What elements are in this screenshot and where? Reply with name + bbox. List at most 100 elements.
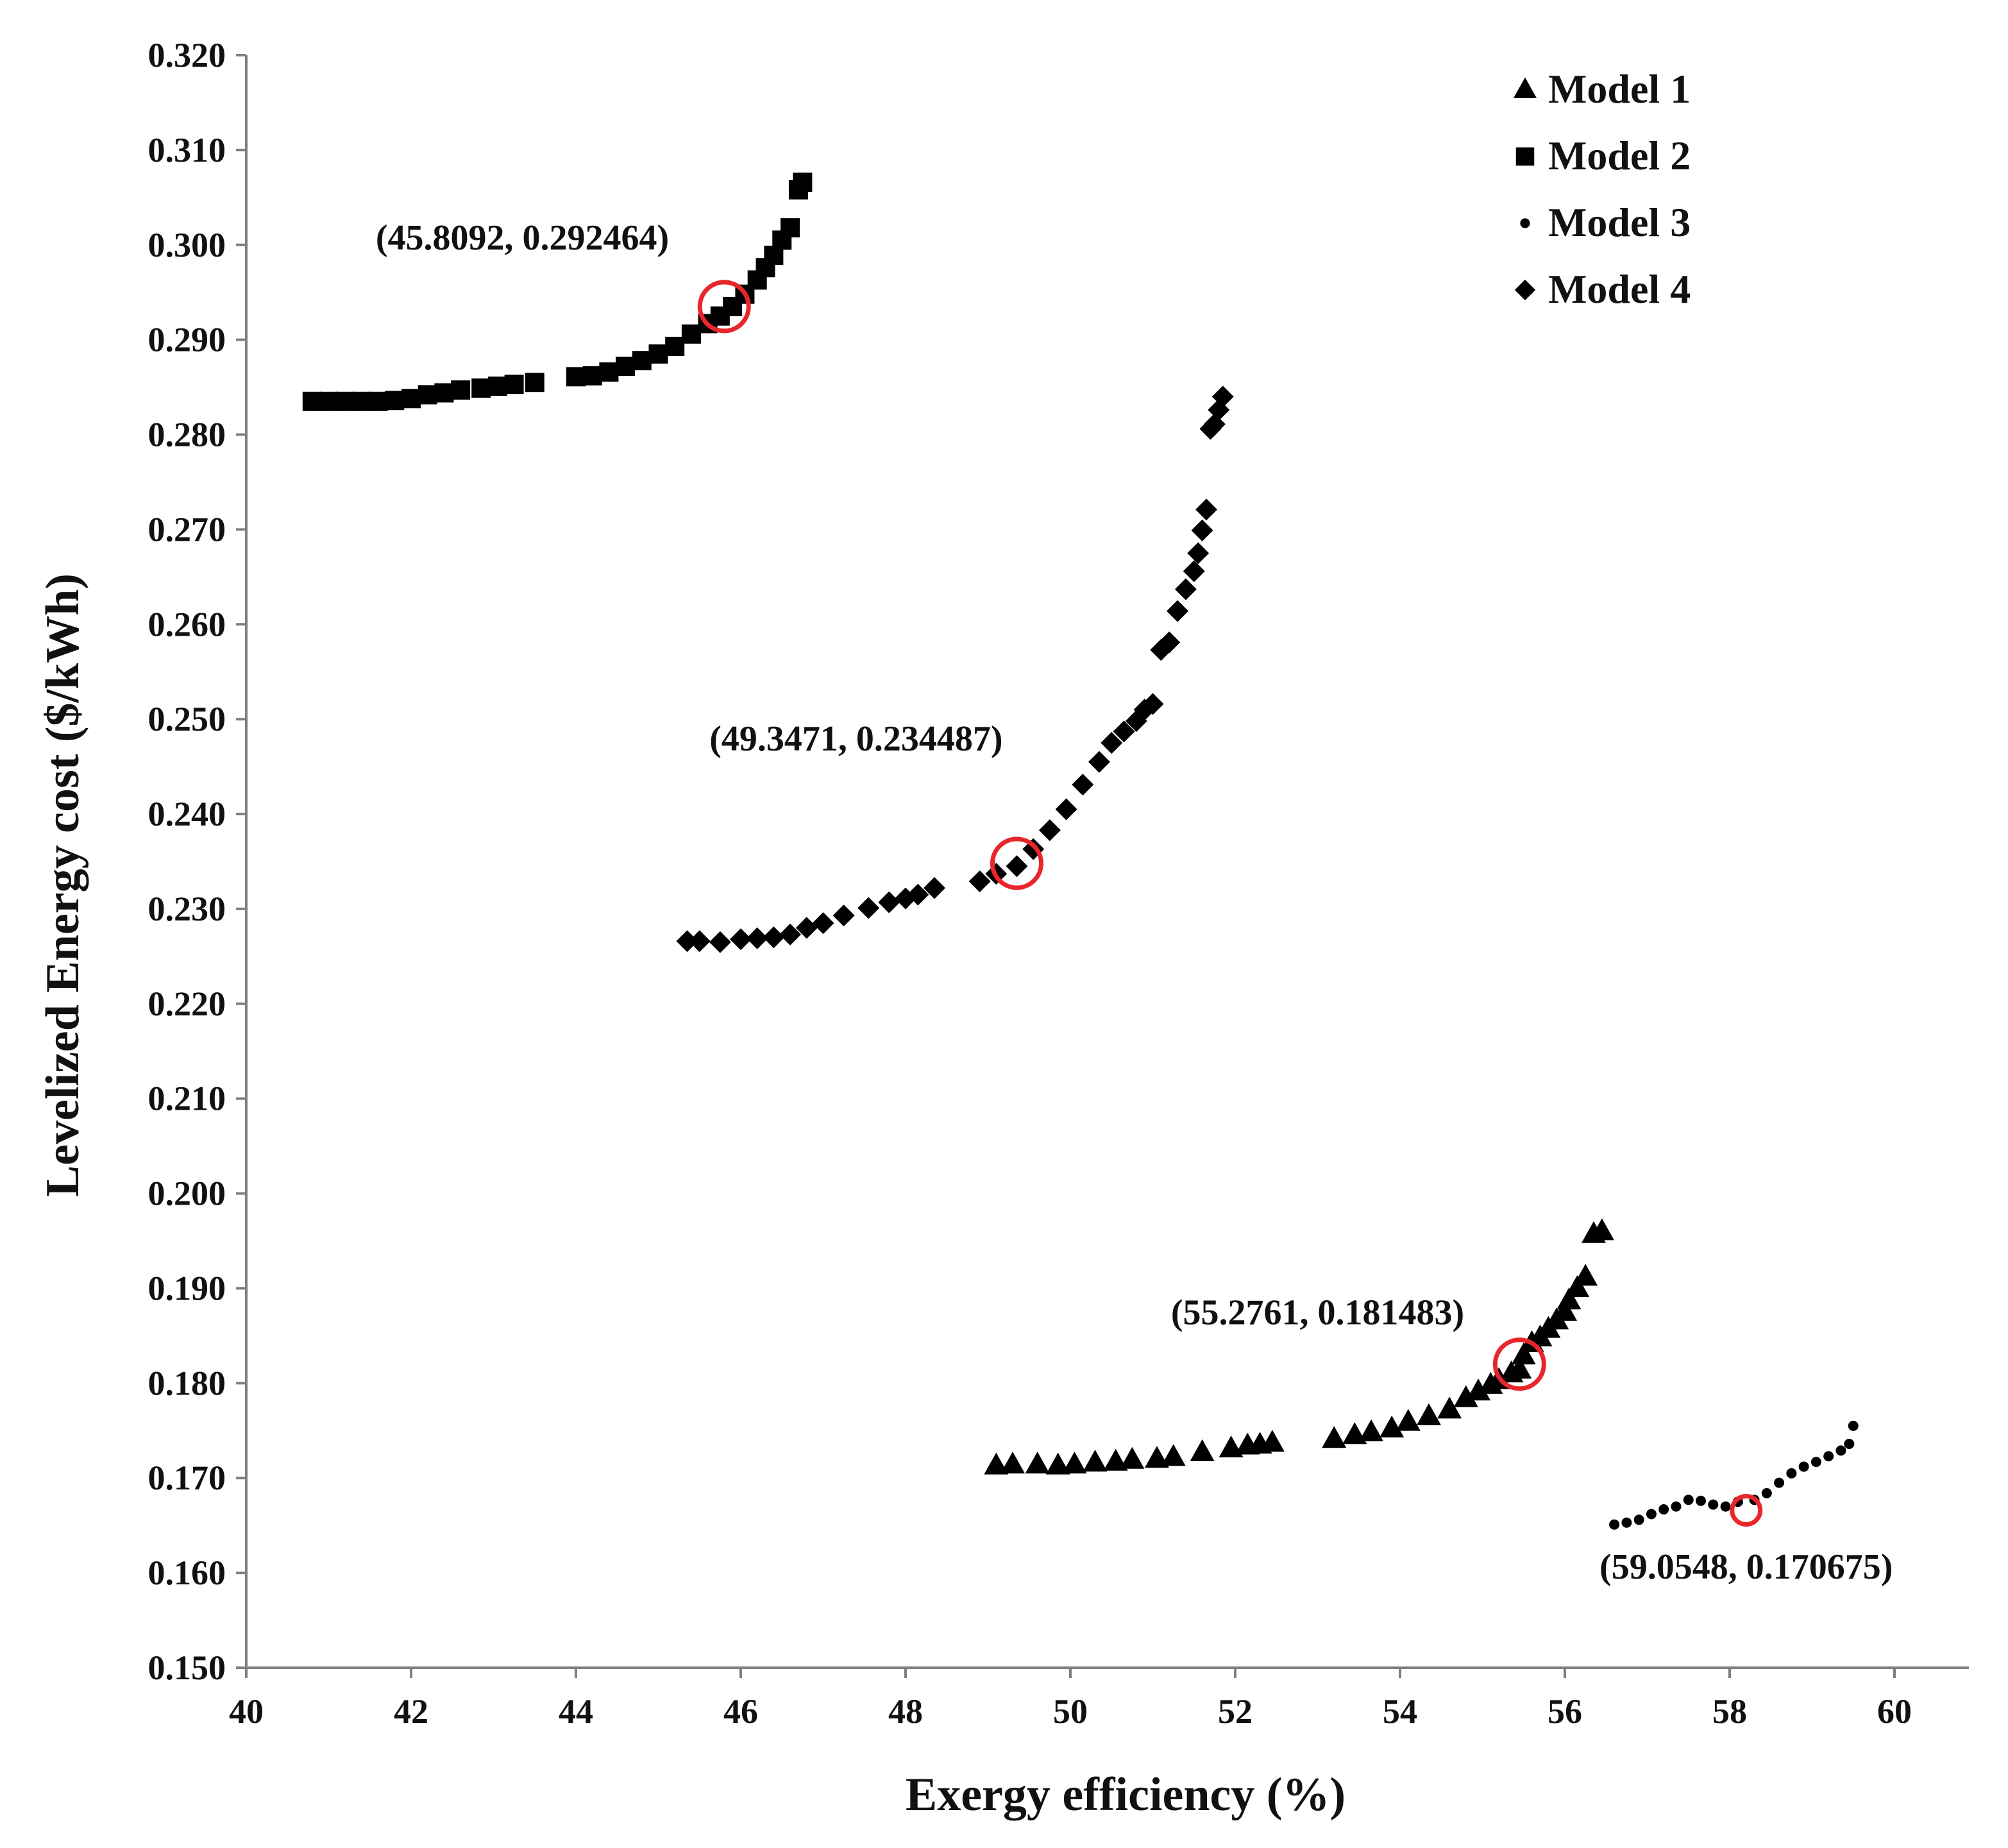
model-4-point bbox=[1211, 386, 1234, 408]
model-1-point bbox=[1103, 1448, 1128, 1471]
y-tick-label: 0.270 bbox=[148, 510, 226, 548]
y-axis: 0.150 0.160 0.170 0.180 0.190 0.200 0.210 0.220… bbox=[148, 36, 248, 1687]
model-1-point bbox=[1557, 1287, 1582, 1310]
model-1-point bbox=[1190, 1439, 1215, 1461]
model-2-point bbox=[401, 389, 421, 409]
model-1-point bbox=[1565, 1275, 1590, 1298]
model-1-point bbox=[1466, 1378, 1491, 1401]
model-4-point bbox=[812, 912, 834, 935]
model-3-point bbox=[1823, 1451, 1834, 1462]
model-2-point bbox=[368, 391, 388, 411]
x-tick-label: 48 bbox=[888, 1692, 923, 1731]
model-4-point bbox=[763, 926, 785, 949]
model-2-point bbox=[632, 351, 652, 371]
annotation-label: (55.2761, 0.181483) bbox=[1171, 1293, 1464, 1333]
model-2-point bbox=[471, 378, 491, 398]
model-1-point bbox=[1437, 1396, 1462, 1419]
annotation-label: (49.3471, 0.234487) bbox=[709, 719, 1002, 759]
model-3-point bbox=[1774, 1477, 1785, 1488]
y-tick-label: 0.210 bbox=[148, 1080, 226, 1118]
model-3-point bbox=[1708, 1499, 1719, 1510]
legend-model-4-marker bbox=[1514, 279, 1536, 301]
legend: Model 1 Model 2 Model 3 Model 4 bbox=[1513, 66, 1691, 312]
model-1-point bbox=[1161, 1444, 1186, 1466]
y-tick-label: 0.300 bbox=[148, 226, 226, 264]
y-tick-label: 0.250 bbox=[148, 700, 226, 738]
model-2-point bbox=[681, 324, 701, 344]
model-4-point bbox=[1101, 732, 1123, 754]
model-4-point bbox=[923, 877, 945, 899]
model-4-point bbox=[746, 927, 768, 949]
model-3-point bbox=[1810, 1457, 1821, 1468]
y-tick-label: 0.260 bbox=[148, 605, 226, 643]
model-2-point bbox=[434, 383, 454, 403]
model-2-point bbox=[616, 357, 636, 377]
model-2-point bbox=[599, 362, 619, 382]
model-3-point bbox=[1798, 1461, 1809, 1472]
highlight-circle bbox=[990, 836, 1043, 890]
legend-model-2-marker bbox=[1515, 147, 1535, 166]
x-tick-label: 44 bbox=[559, 1692, 593, 1731]
model-4-point bbox=[1158, 631, 1181, 654]
annotations: (45.8092, 0.292464) (49.3471, 0.234487) (5… bbox=[376, 218, 1893, 1587]
model-3-point bbox=[1696, 1495, 1707, 1506]
model-2-point bbox=[351, 391, 371, 411]
model-1-point bbox=[1573, 1264, 1598, 1286]
model-4-point bbox=[1187, 542, 1210, 564]
model-2-point bbox=[385, 391, 405, 411]
model-1-point bbox=[1453, 1385, 1478, 1407]
model-4-point bbox=[1142, 693, 1164, 715]
model-2-point bbox=[566, 367, 586, 387]
model-1-point bbox=[1359, 1419, 1384, 1441]
model-3-point bbox=[1720, 1501, 1731, 1512]
model-1-point bbox=[1589, 1218, 1614, 1241]
model-4-point bbox=[1191, 519, 1213, 541]
y-tick-label: 0.170 bbox=[148, 1459, 226, 1497]
model-4-point bbox=[832, 904, 855, 927]
model-4-point bbox=[688, 930, 711, 953]
model-3-point bbox=[1786, 1468, 1797, 1479]
x-tick-label: 52 bbox=[1218, 1692, 1253, 1731]
model-4-point bbox=[795, 917, 818, 939]
model-4-point bbox=[1113, 720, 1135, 743]
model-4-point bbox=[878, 891, 900, 913]
model-2-point bbox=[335, 391, 355, 411]
model-2-point bbox=[319, 391, 339, 411]
model-1-point bbox=[1507, 1357, 1532, 1379]
highlight-circle bbox=[1730, 1494, 1763, 1527]
model-2-point bbox=[302, 391, 322, 411]
model-1-point bbox=[984, 1452, 1009, 1475]
model-4-point bbox=[779, 923, 802, 945]
legend-model-4-label: Model 4 bbox=[1548, 266, 1691, 312]
highlight-circle bbox=[697, 280, 751, 334]
model-1-point bbox=[1396, 1409, 1421, 1431]
x-tick-label: 46 bbox=[723, 1692, 758, 1731]
model-1-point bbox=[1144, 1446, 1169, 1468]
model-1-point bbox=[1120, 1446, 1145, 1469]
model-4-point bbox=[1183, 560, 1205, 582]
model-1-point bbox=[1511, 1343, 1536, 1365]
model-4-point bbox=[1006, 855, 1028, 877]
model-1-point bbox=[1260, 1430, 1285, 1452]
model-2-point bbox=[793, 173, 813, 192]
model-1-point bbox=[1322, 1426, 1347, 1448]
data-points bbox=[302, 173, 1859, 1530]
y-tick-label: 0.220 bbox=[148, 985, 226, 1023]
model-3-point bbox=[1621, 1517, 1632, 1528]
model-1-point bbox=[1083, 1450, 1108, 1472]
model-3-point bbox=[1761, 1488, 1772, 1498]
y-tick-label: 0.190 bbox=[148, 1269, 226, 1307]
y-tick-label: 0.320 bbox=[148, 36, 226, 74]
x-tick-label: 54 bbox=[1383, 1692, 1417, 1731]
y-tick-label: 0.240 bbox=[148, 795, 226, 833]
y-tick-label: 0.200 bbox=[148, 1174, 226, 1213]
model-4-point bbox=[709, 931, 731, 953]
x-axis-title: Exergy efficiency (%) bbox=[906, 1768, 1346, 1821]
model-4-point bbox=[1174, 578, 1197, 600]
model-4-point bbox=[907, 883, 929, 906]
model-4-point bbox=[1195, 498, 1218, 521]
x-tick-label: 56 bbox=[1548, 1692, 1582, 1731]
legend-model-1-marker bbox=[1513, 77, 1537, 98]
model-3-point bbox=[1848, 1420, 1859, 1431]
